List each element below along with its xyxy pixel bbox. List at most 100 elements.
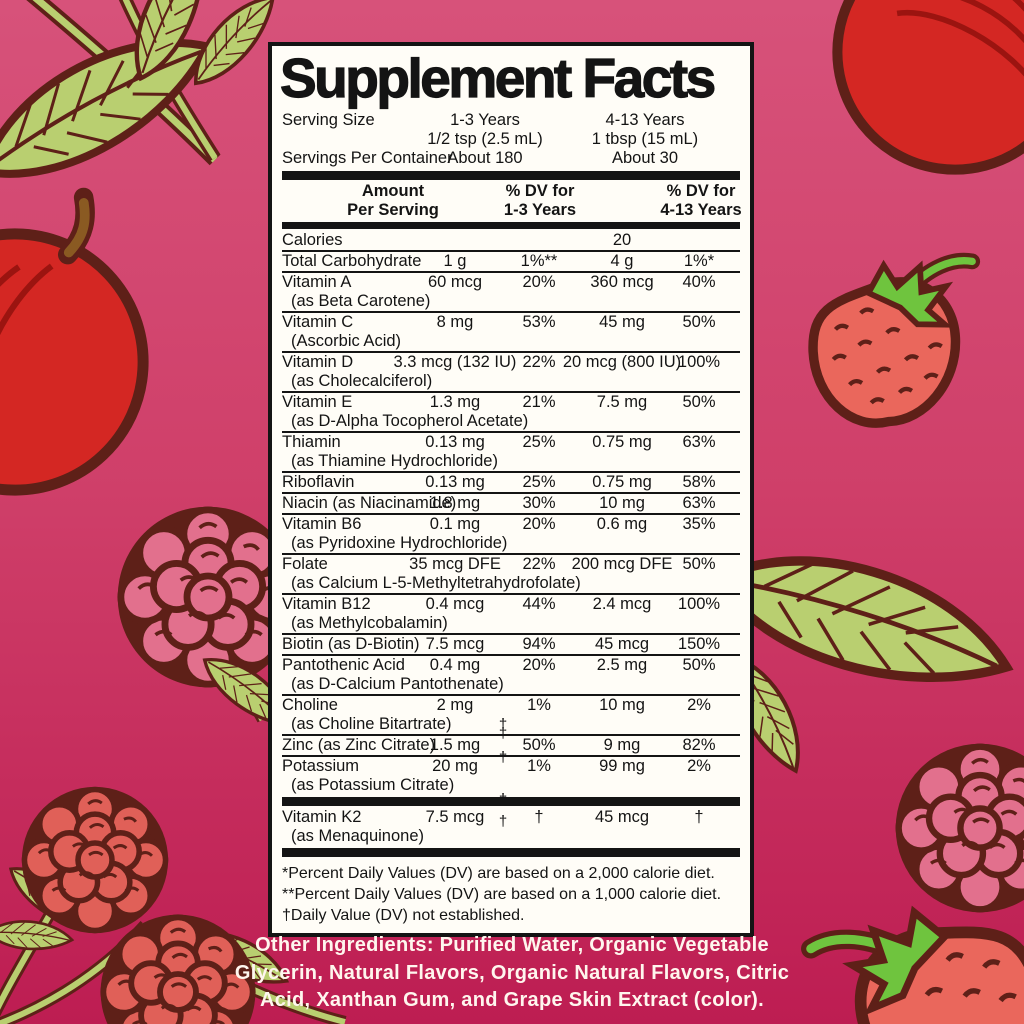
nutrient-name: Choline <box>282 696 338 714</box>
dv-1-3-years: 25% <box>522 433 556 451</box>
dv-4-13-years: 2% <box>687 757 711 775</box>
footnote: **Percent Daily Values (DV) are based on… <box>282 886 722 903</box>
amount-1-3-years: 8 mg <box>436 313 474 331</box>
dv-1-3-years: 21% <box>522 393 556 411</box>
nutrient-row: Pantothenic Acid 0.4 mg 20% 2.5 mg 50% (as D-… <box>282 654 740 694</box>
nutrient-name: Potassium <box>282 757 360 775</box>
dv-1-3-years: 1%** <box>520 252 558 270</box>
nutrient-row: Calories 20 <box>282 231 740 250</box>
dagger-mark: † <box>498 791 508 808</box>
section-divider-bar: † <box>282 791 740 808</box>
amount-4-13-years: 200 mcg DFE <box>571 555 673 573</box>
amount-1-3-years: 7.5 mcg <box>425 808 485 826</box>
strawberry-illustration <box>802 253 992 431</box>
other-ingredients: Other Ingredients: Purified Water, Organ… <box>120 932 904 1015</box>
raspberry-illustration <box>118 507 303 742</box>
dv-1-3-years: 20% <box>522 515 556 533</box>
amount-4-13-years: 10 mg <box>599 494 645 512</box>
dv-1-3-years: † <box>534 808 544 826</box>
age-group-1: 1-3 Years <box>450 111 520 129</box>
nutrient-source: (as Cholecalciferol) <box>291 372 433 390</box>
amount-4-13-years: 0.6 mg <box>596 515 648 533</box>
serving-size-row: Serving Size 1-3 Years 4-13 Years <box>282 111 740 130</box>
nutrient-name: Riboflavin <box>282 473 355 491</box>
dagger-mark: † <box>498 749 508 766</box>
nutrient-source: (as Thiamine Hydrochloride) <box>291 452 498 470</box>
nutrient-source: (as Choline Bitartrate) † <box>282 715 740 734</box>
nutrient-name: Vitamin A <box>282 273 352 291</box>
amount-1-3-years: 60 mcg <box>427 273 483 291</box>
dv-4-13-header: % DV for 4-13 Years <box>660 182 742 219</box>
nutrient-source: (as Calcium L-5-Methyltetrahydrofolate) <box>291 574 581 592</box>
footnote: †Daily Value (DV) not established. <box>282 907 525 924</box>
leafy-branch-illustration <box>0 0 290 200</box>
amount-1-3-years: 1.8 mg <box>429 494 481 512</box>
nutrient-name: Pantothenic Acid <box>282 656 405 674</box>
dv-4-13-years: 50% <box>682 393 716 411</box>
dv-4-13-years: 100% <box>677 595 721 613</box>
dv-4-13-years: 63% <box>682 494 716 512</box>
servings-label: Servings Per Container <box>282 149 453 167</box>
amount-1-3-years: 0.13 mg <box>425 473 485 491</box>
nutrient-name: Vitamin E <box>282 393 353 411</box>
amount-4-13-years: 45 mcg <box>594 808 650 826</box>
amount-1-3-years: 1 g <box>443 252 467 270</box>
nutrient-row: Vitamin C 8 mg 53% 45 mg 50% (Ascorbic Acid) <box>282 311 740 351</box>
dv-1-3-years: 22% <box>522 555 556 573</box>
dv-4-13-years: 2% <box>687 696 711 714</box>
nutrient-row: Niacin (as Niacinamide) 1.8 mg 30% 10 mg 63% <box>282 492 740 513</box>
dv-4-13-years: 50% <box>682 313 716 331</box>
amount-1-3-years: 1.5 mg <box>429 736 481 754</box>
raspberry-cluster-illustration <box>0 787 347 1024</box>
other-ingredients-line: Glycerin, Natural Flavors, Organic Natur… <box>234 961 790 984</box>
nutrient-row: Vitamin B6 0.1 mg 20% 0.6 mg 35% (as Pyridoxi… <box>282 513 740 553</box>
nutrient-name: Zinc (as Zinc Citrate) <box>282 736 436 754</box>
table-header: Amount Per Serving % DV for 1-3 Years % DV… <box>282 182 742 220</box>
nutrient-row: Vitamin A 60 mcg 20% 360 mcg 40% (as Beta Car… <box>282 271 740 311</box>
nutrient-name: Folate <box>282 555 328 573</box>
dv-1-3-years: 1% <box>527 696 551 714</box>
servings-count-1: About 180 <box>447 149 523 167</box>
dv-4-13-years: 58% <box>682 473 716 491</box>
nutrient-source: (as Methylcobalamin) <box>291 614 448 632</box>
serving-size-2: 1 tbsp (15 mL) <box>591 130 699 148</box>
amount-1-3-years: 0.4 mcg <box>425 595 485 613</box>
amount-4-13-years: 45 mg <box>599 313 645 331</box>
nutrient-row: Choline 2 mg 1% 10 mg 2% (as Choline Bitartra… <box>282 694 740 734</box>
nutrient-name: Vitamin B6 <box>282 515 362 533</box>
nutrient-name: Vitamin B12 <box>282 595 371 613</box>
dv-1-3-years: 30% <box>522 494 556 512</box>
amount-4-13-years: 9 mg <box>603 736 641 754</box>
amount-4-13-years: 0.75 mg <box>592 433 652 451</box>
amount-4-13-years: 45 mcg <box>594 635 650 653</box>
amount-1-3-years: 35 mcg DFE <box>409 555 501 573</box>
amount-1-3-years: 3.3 mcg (132 IU) <box>393 353 517 371</box>
amount-header: Amount Per Serving <box>347 182 439 219</box>
amount-4-13-years: 20 mcg (800 IU) <box>562 353 682 371</box>
dv-1-3-years: 22% <box>522 353 556 371</box>
dv-4-13-years: 50% <box>682 555 716 573</box>
dv-1-3-years: 20% <box>522 656 556 674</box>
panel-title: Supplement Facts <box>279 47 716 109</box>
dv-4-13-years: 100% <box>677 353 721 371</box>
amount-4-13-years: 360 mcg <box>590 273 654 291</box>
amount-4-13-years: 7.5 mg <box>596 393 648 411</box>
nutrient-row: Vitamin K2 7.5 mcg † 45 mcg † † (as Menaquinon… <box>282 808 740 846</box>
servings-per-container-row: Servings Per Container About 180 About 3… <box>282 149 740 168</box>
dagger-mark: † <box>498 716 508 733</box>
amount-1-3-years: 0.4 mg <box>429 656 481 674</box>
serving-amount-row: 1/2 tsp (2.5 mL) 1 tbsp (15 mL) <box>282 130 740 149</box>
nutrient-source: (as Potassium Citrate) <box>291 776 455 794</box>
dv-4-13-years: 35% <box>682 515 716 533</box>
amount-4-13-years: 2.5 mg <box>596 656 648 674</box>
nutrient-name: Biotin (as D-Biotin) <box>282 635 420 653</box>
dv-1-3-years: 1% <box>527 757 551 775</box>
amount-4-13-years: 10 mg <box>599 696 645 714</box>
nutrient-name: Niacin (as Niacinamide) <box>282 494 457 512</box>
amount-1-3-years: 2 mg <box>436 696 474 714</box>
amount-1-3-years: 1.3 mg <box>429 393 481 411</box>
footnotes: *Percent Daily Values (DV) are based on … <box>282 859 740 928</box>
serving-size-1: 1/2 tsp (2.5 mL) <box>427 130 543 148</box>
amount-4-13-years: 99 mg <box>599 757 645 775</box>
